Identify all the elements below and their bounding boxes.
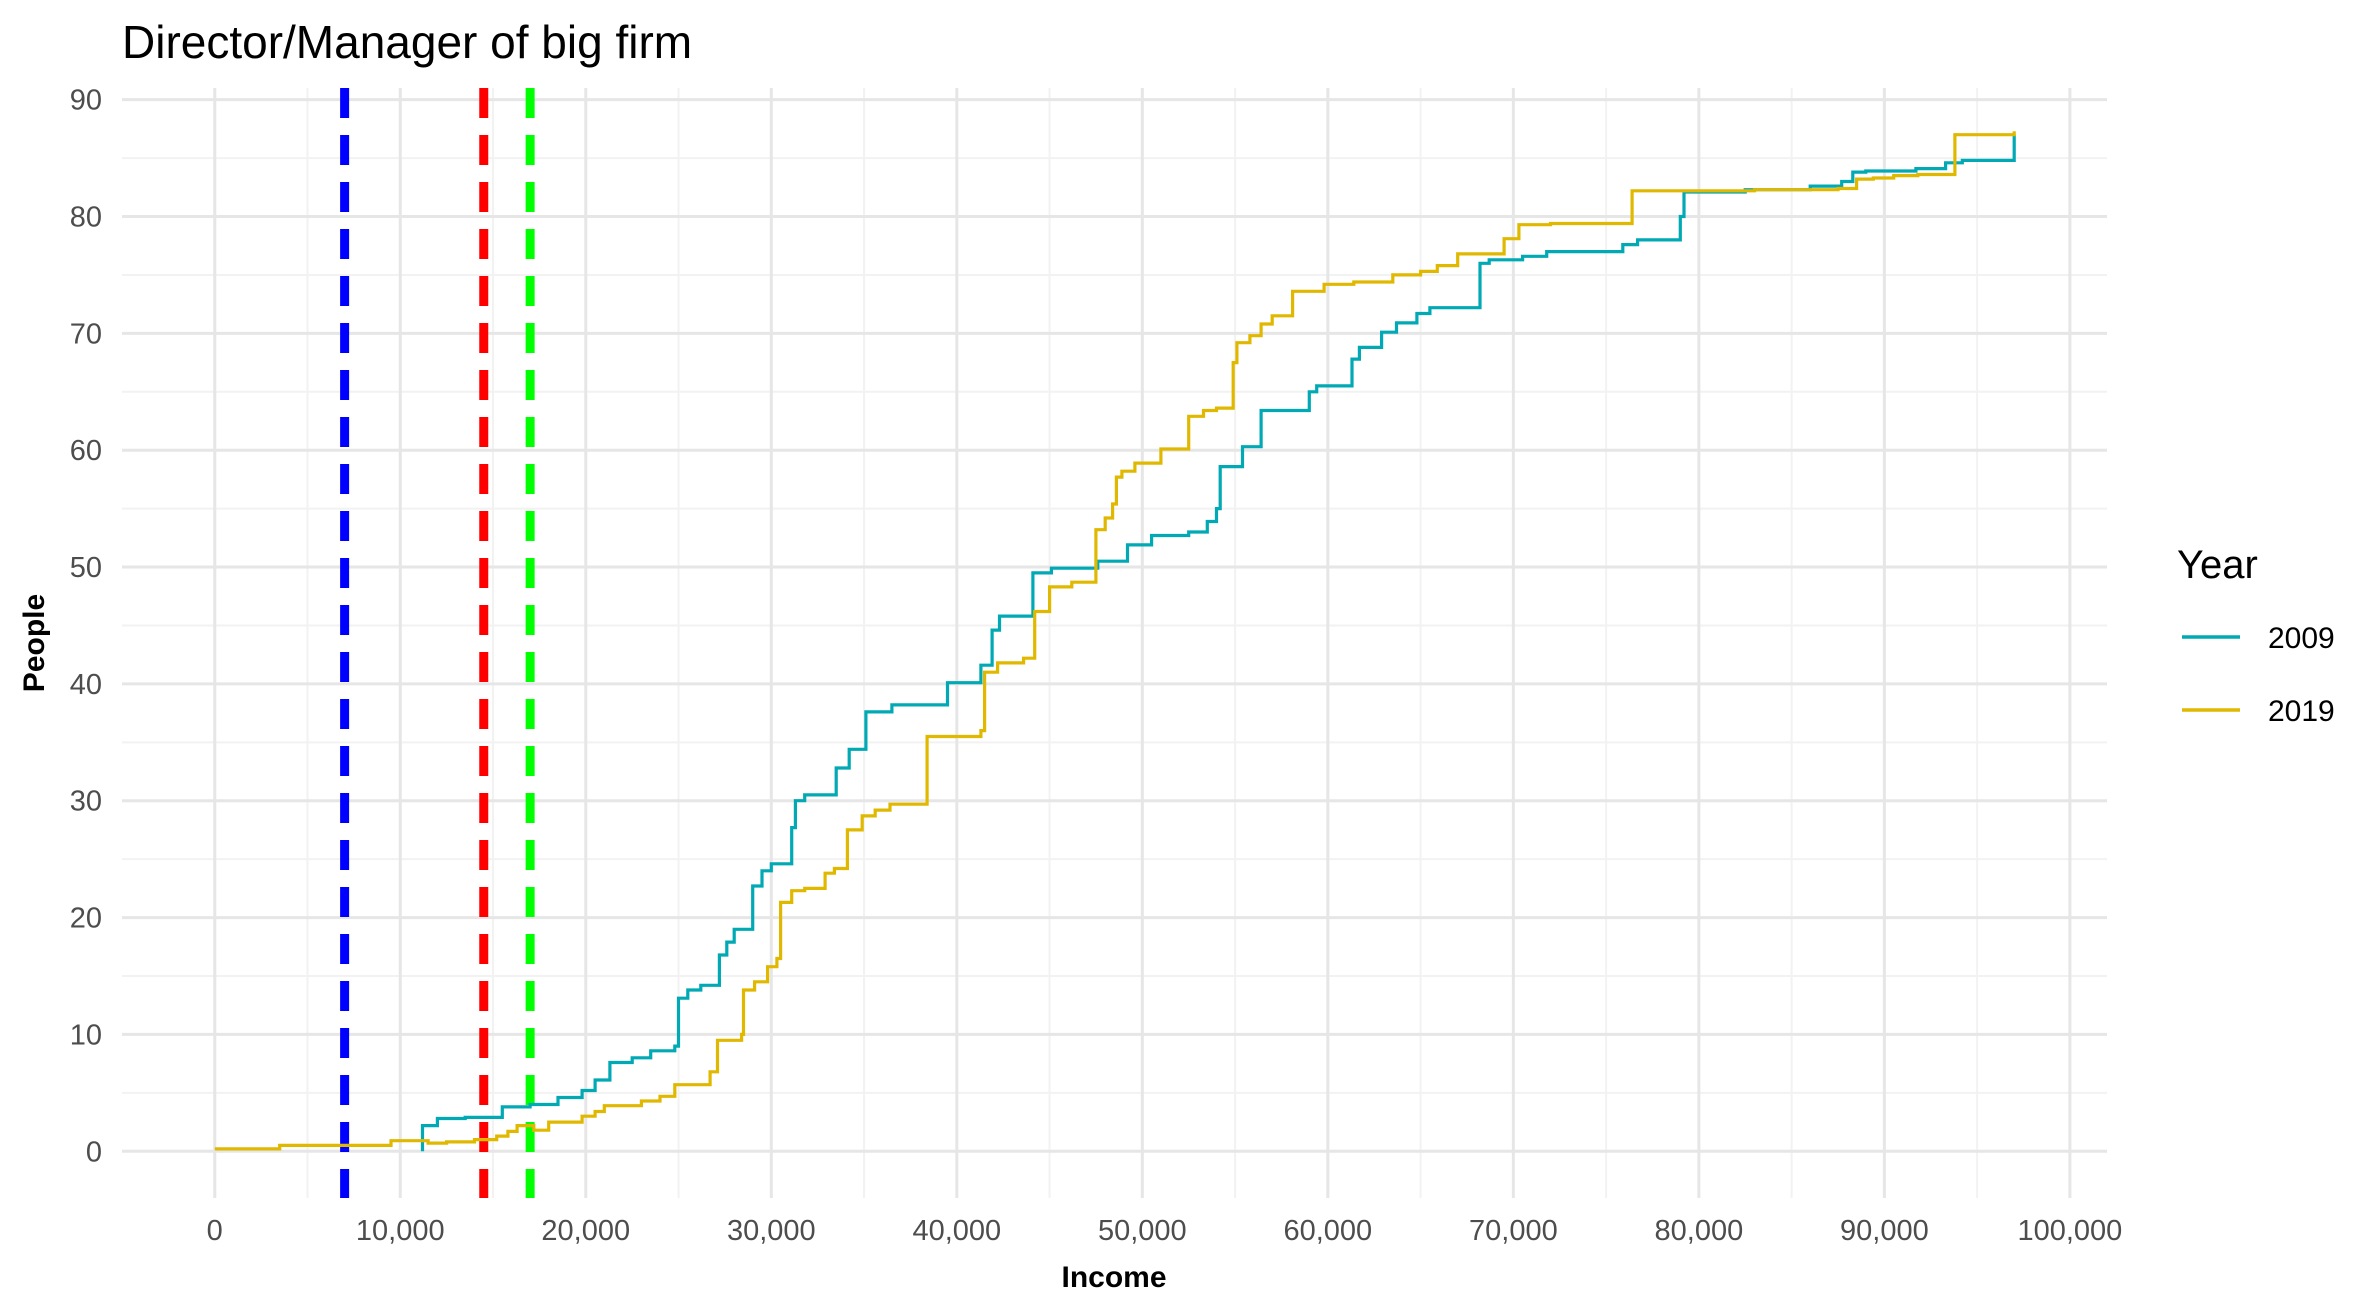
x-tick-label: 0 [207,1215,223,1247]
y-axis-ticks: 0 10 20 30 40 50 60 70 80 90 [70,85,102,1169]
x-tick-label: 90,000 [1840,1215,1929,1247]
x-tick-label: 60,000 [1283,1215,1372,1247]
series-layer [214,131,2016,1152]
y-tick-label: 20 [70,903,102,935]
legend-title: Year [2177,543,2258,587]
series-line-2009 [420,134,2016,1152]
legend: Year 2009 2019 [2177,543,2335,728]
series-line-2019 [214,131,2016,1151]
x-tick-label: 30,000 [727,1215,816,1247]
y-tick-label: 30 [70,786,102,818]
y-tick-label: 80 [70,202,102,234]
y-tick-label: 0 [86,1136,102,1168]
x-tick-label: 20,000 [541,1215,630,1247]
x-tick-label: 70,000 [1469,1215,1558,1247]
x-axis-title: Income [1061,1261,1166,1294]
legend-label-2009: 2009 [2268,622,2335,655]
x-axis-ticks: 0 10,000 20,000 30,000 40,000 50,000 60,000 70,… [207,1215,2123,1247]
x-tick-label: 40,000 [912,1215,1001,1247]
legend-items: 2009 2019 [2182,622,2335,728]
x-tick-label: 10,000 [356,1215,445,1247]
reference-lines [340,88,535,1198]
legend-label-2019: 2019 [2268,695,2335,728]
grid-layer [122,88,2107,1198]
x-tick-label: 80,000 [1655,1215,1744,1247]
chart-title: Director/Manager of big firm [122,16,692,68]
y-tick-label: 10 [70,1019,102,1051]
y-tick-label: 40 [70,669,102,701]
y-tick-label: 70 [70,318,102,350]
y-tick-label: 90 [70,85,102,117]
y-tick-label: 50 [70,552,102,584]
x-tick-label: 100,000 [2017,1215,2122,1247]
y-axis-title: People [18,594,51,692]
y-tick-label: 60 [70,435,102,467]
x-tick-label: 50,000 [1098,1215,1187,1247]
